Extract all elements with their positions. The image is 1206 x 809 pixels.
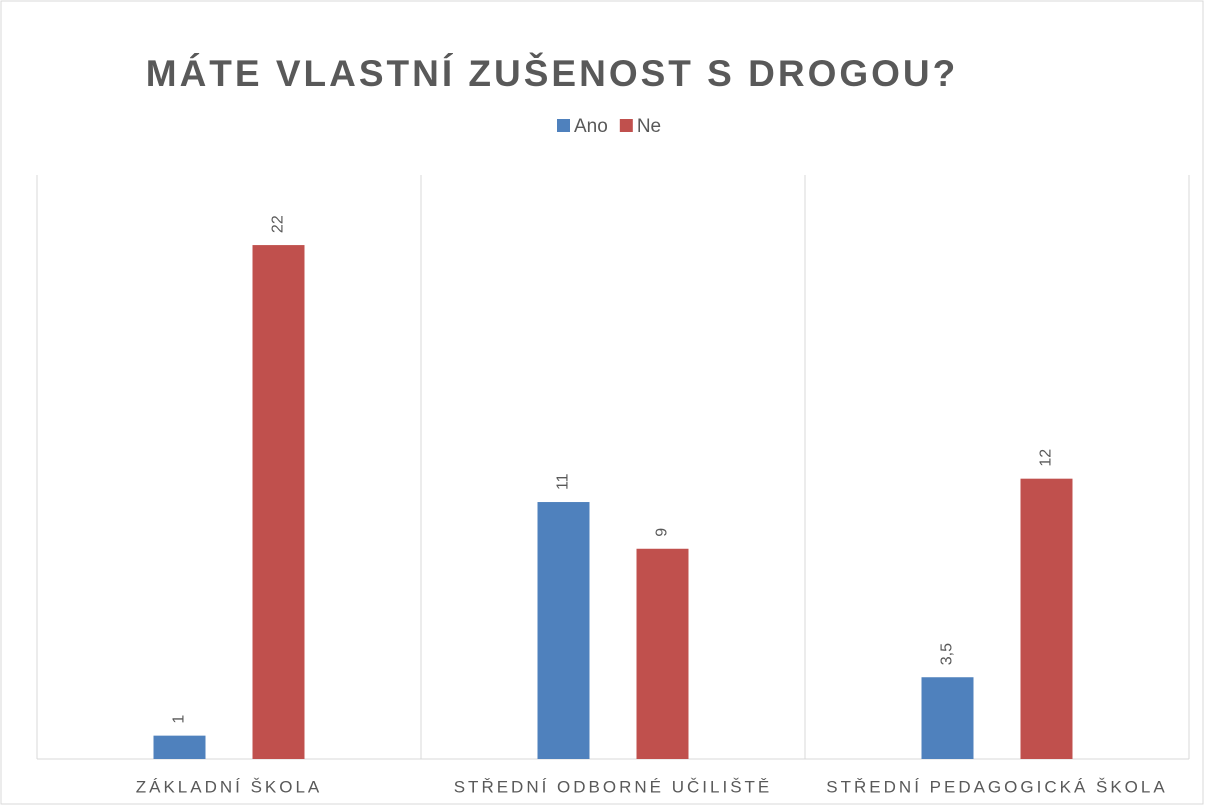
data-label: 1 — [171, 715, 188, 724]
chart-title: MÁTE VLASTNÍ ZUŠENOST S DROGOU? — [146, 52, 958, 94]
legend-label: Ne — [637, 116, 661, 137]
legend-swatch — [619, 119, 633, 132]
bar — [153, 735, 206, 759]
legend-swatch — [557, 119, 570, 132]
bar — [1020, 478, 1073, 759]
x-tick-label: STŘEDNÍ ODBORNÉ UČILIŠTĚ — [454, 777, 773, 796]
data-label: 3,5 — [939, 643, 956, 665]
data-label: 9 — [654, 528, 671, 537]
bar — [921, 677, 974, 759]
bar — [636, 548, 689, 759]
data-label: 22 — [270, 215, 287, 233]
x-tick-label: STŘEDNÍ PEDAGOGICKÁ ŠKOLA — [826, 777, 1167, 796]
bar — [537, 502, 590, 759]
data-label: 11 — [555, 473, 572, 490]
bar — [252, 245, 305, 759]
legend-label: Ano — [574, 116, 608, 137]
data-label: 12 — [1038, 449, 1055, 467]
x-tick-label: ZÁKLADNÍ ŠKOLA — [136, 777, 323, 796]
